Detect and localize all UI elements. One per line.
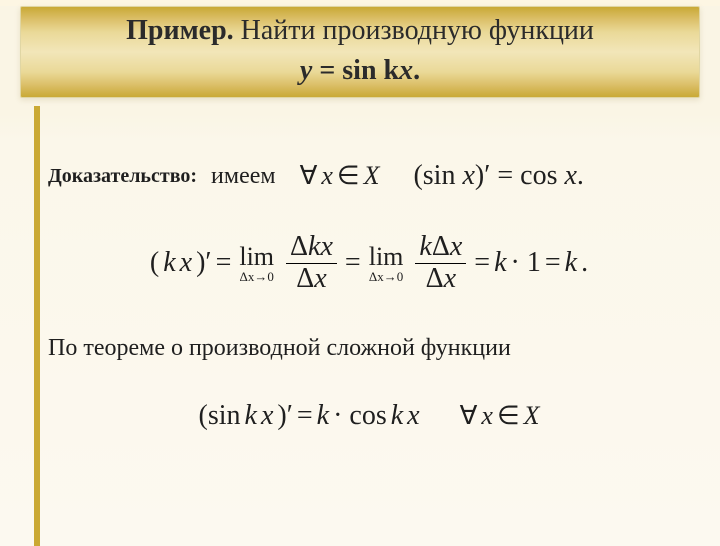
lim2-arrow: →0	[384, 269, 404, 284]
math-result: (sin kx)′ = k · cos kx	[199, 400, 420, 432]
lim1-dx: Δx	[240, 269, 255, 284]
frac-2: kΔx Δx	[415, 232, 466, 295]
title-bar: Пример. Найти производную функции y = si…	[20, 6, 700, 98]
ml2-close: )′	[196, 247, 211, 279]
lim1-bot: Δx→0	[240, 270, 274, 284]
math-kx-derivative: (kx)′ = lim Δx→0 Δkx Δx = lim Δx→0 kΔx Δ…	[150, 232, 588, 295]
ml1-open: (sin	[413, 160, 462, 191]
ml2-k: k	[163, 247, 175, 279]
ml2-eq3: =	[474, 247, 490, 279]
lim2-top: lim	[369, 243, 404, 270]
ml4r-x: x	[481, 401, 493, 431]
frac1-num: Δkx	[286, 232, 337, 264]
lim2-dx: Δx	[369, 269, 384, 284]
math-sin-derivative: ∀x ∈ X (sin x)′ = cos x.	[300, 160, 584, 192]
f2n-k: k	[419, 231, 431, 262]
forall-symbol: ∀	[300, 161, 318, 191]
f1d-d: Δ	[296, 263, 314, 294]
ml4-x: x	[261, 400, 273, 432]
math-domain: ∀x ∈ X	[460, 401, 540, 431]
lim-2: lim Δx→0	[369, 243, 404, 284]
vertical-accent-bar	[34, 106, 40, 546]
proof-line-4: (sin kx)′ = k · cos kx ∀x ∈ X	[48, 400, 690, 432]
f2d-x: x	[444, 263, 456, 294]
eq-dot: .	[413, 55, 420, 86]
ml1-dot: .	[577, 160, 584, 191]
proof-label: Доказательство:	[48, 165, 197, 188]
ml2-open: (	[150, 247, 159, 279]
ml1-X: X	[364, 161, 380, 191]
lim1-top: lim	[239, 243, 274, 270]
f1d-x: x	[314, 263, 326, 294]
f2n-d: Δ	[432, 231, 450, 262]
ml4-cdot: · cos	[333, 400, 387, 432]
ml2-cdot1: · 1	[511, 247, 541, 279]
frac2-num: kΔx	[415, 232, 466, 264]
ml2-k1: k	[494, 247, 506, 279]
ml1-x1: x	[321, 161, 333, 191]
ml2-eq1: =	[216, 247, 232, 279]
eq-sin: sin	[342, 55, 383, 86]
f2d-d: Δ	[426, 263, 444, 294]
have-label: имеем	[211, 163, 276, 190]
ml1-var: x	[462, 160, 474, 191]
title-label-bold: Пример.	[126, 15, 234, 46]
eq-x: x	[399, 55, 413, 86]
ml1-close: )′	[475, 160, 490, 191]
f1n-x: x	[320, 231, 332, 262]
ml4-k2: k	[317, 400, 329, 432]
f2n-x: x	[450, 231, 462, 262]
eq-k: k	[384, 55, 400, 86]
ml4r-in: ∈	[497, 401, 520, 431]
frac-1: Δkx Δx	[286, 232, 337, 295]
ml2-k2: k	[565, 247, 577, 279]
ml4-k3: k	[391, 400, 403, 432]
f1n-k: k	[308, 231, 320, 262]
title-line-1: Пример. Найти производную функции	[21, 15, 699, 47]
ml1-rhs: cos	[520, 160, 564, 191]
proof-line-1: Доказательство: имеем ∀x ∈ X (sin x)′ = …	[48, 160, 690, 192]
ml2-dot: .	[581, 247, 588, 279]
ml1-expr: (sin x)′ = cos x.	[413, 160, 583, 192]
ml4-open: (sin	[199, 400, 241, 432]
lim-1: lim Δx→0	[239, 243, 274, 284]
ml2-eq2: =	[345, 247, 361, 279]
f1n-d: Δ	[290, 231, 308, 262]
ml4-close: )′	[277, 400, 292, 432]
ml4-x2: x	[407, 400, 419, 432]
eq-equals: =	[312, 55, 342, 86]
ml2-eq4: =	[545, 247, 561, 279]
ml1-rhsvar: x	[564, 160, 576, 191]
proof-line-2: (kx)′ = lim Δx→0 Δkx Δx = lim Δx→0 kΔx Δ…	[48, 232, 690, 295]
ml1-in: ∈	[337, 161, 360, 191]
lim2-bot: Δx→0	[369, 270, 403, 284]
content-area: Доказательство: имеем ∀x ∈ X (sin x)′ = …	[0, 98, 720, 432]
lim1-arrow: →0	[254, 269, 274, 284]
frac2-den: Δx	[422, 264, 460, 295]
eq-y: y	[300, 55, 312, 86]
frac1-den: Δx	[292, 264, 330, 295]
ml4-eq: =	[297, 400, 313, 432]
theorem-text: По теореме о производной сложной функции	[48, 335, 690, 362]
ml4r-X: X	[524, 401, 540, 431]
title-label-rest: Найти производную функции	[234, 15, 594, 46]
ml2-x: x	[180, 247, 192, 279]
ml1-eq: =	[490, 160, 520, 191]
title-equation: y = sin kx.	[21, 55, 699, 87]
ml4-k: k	[245, 400, 257, 432]
ml4r-forall: ∀	[460, 401, 478, 431]
